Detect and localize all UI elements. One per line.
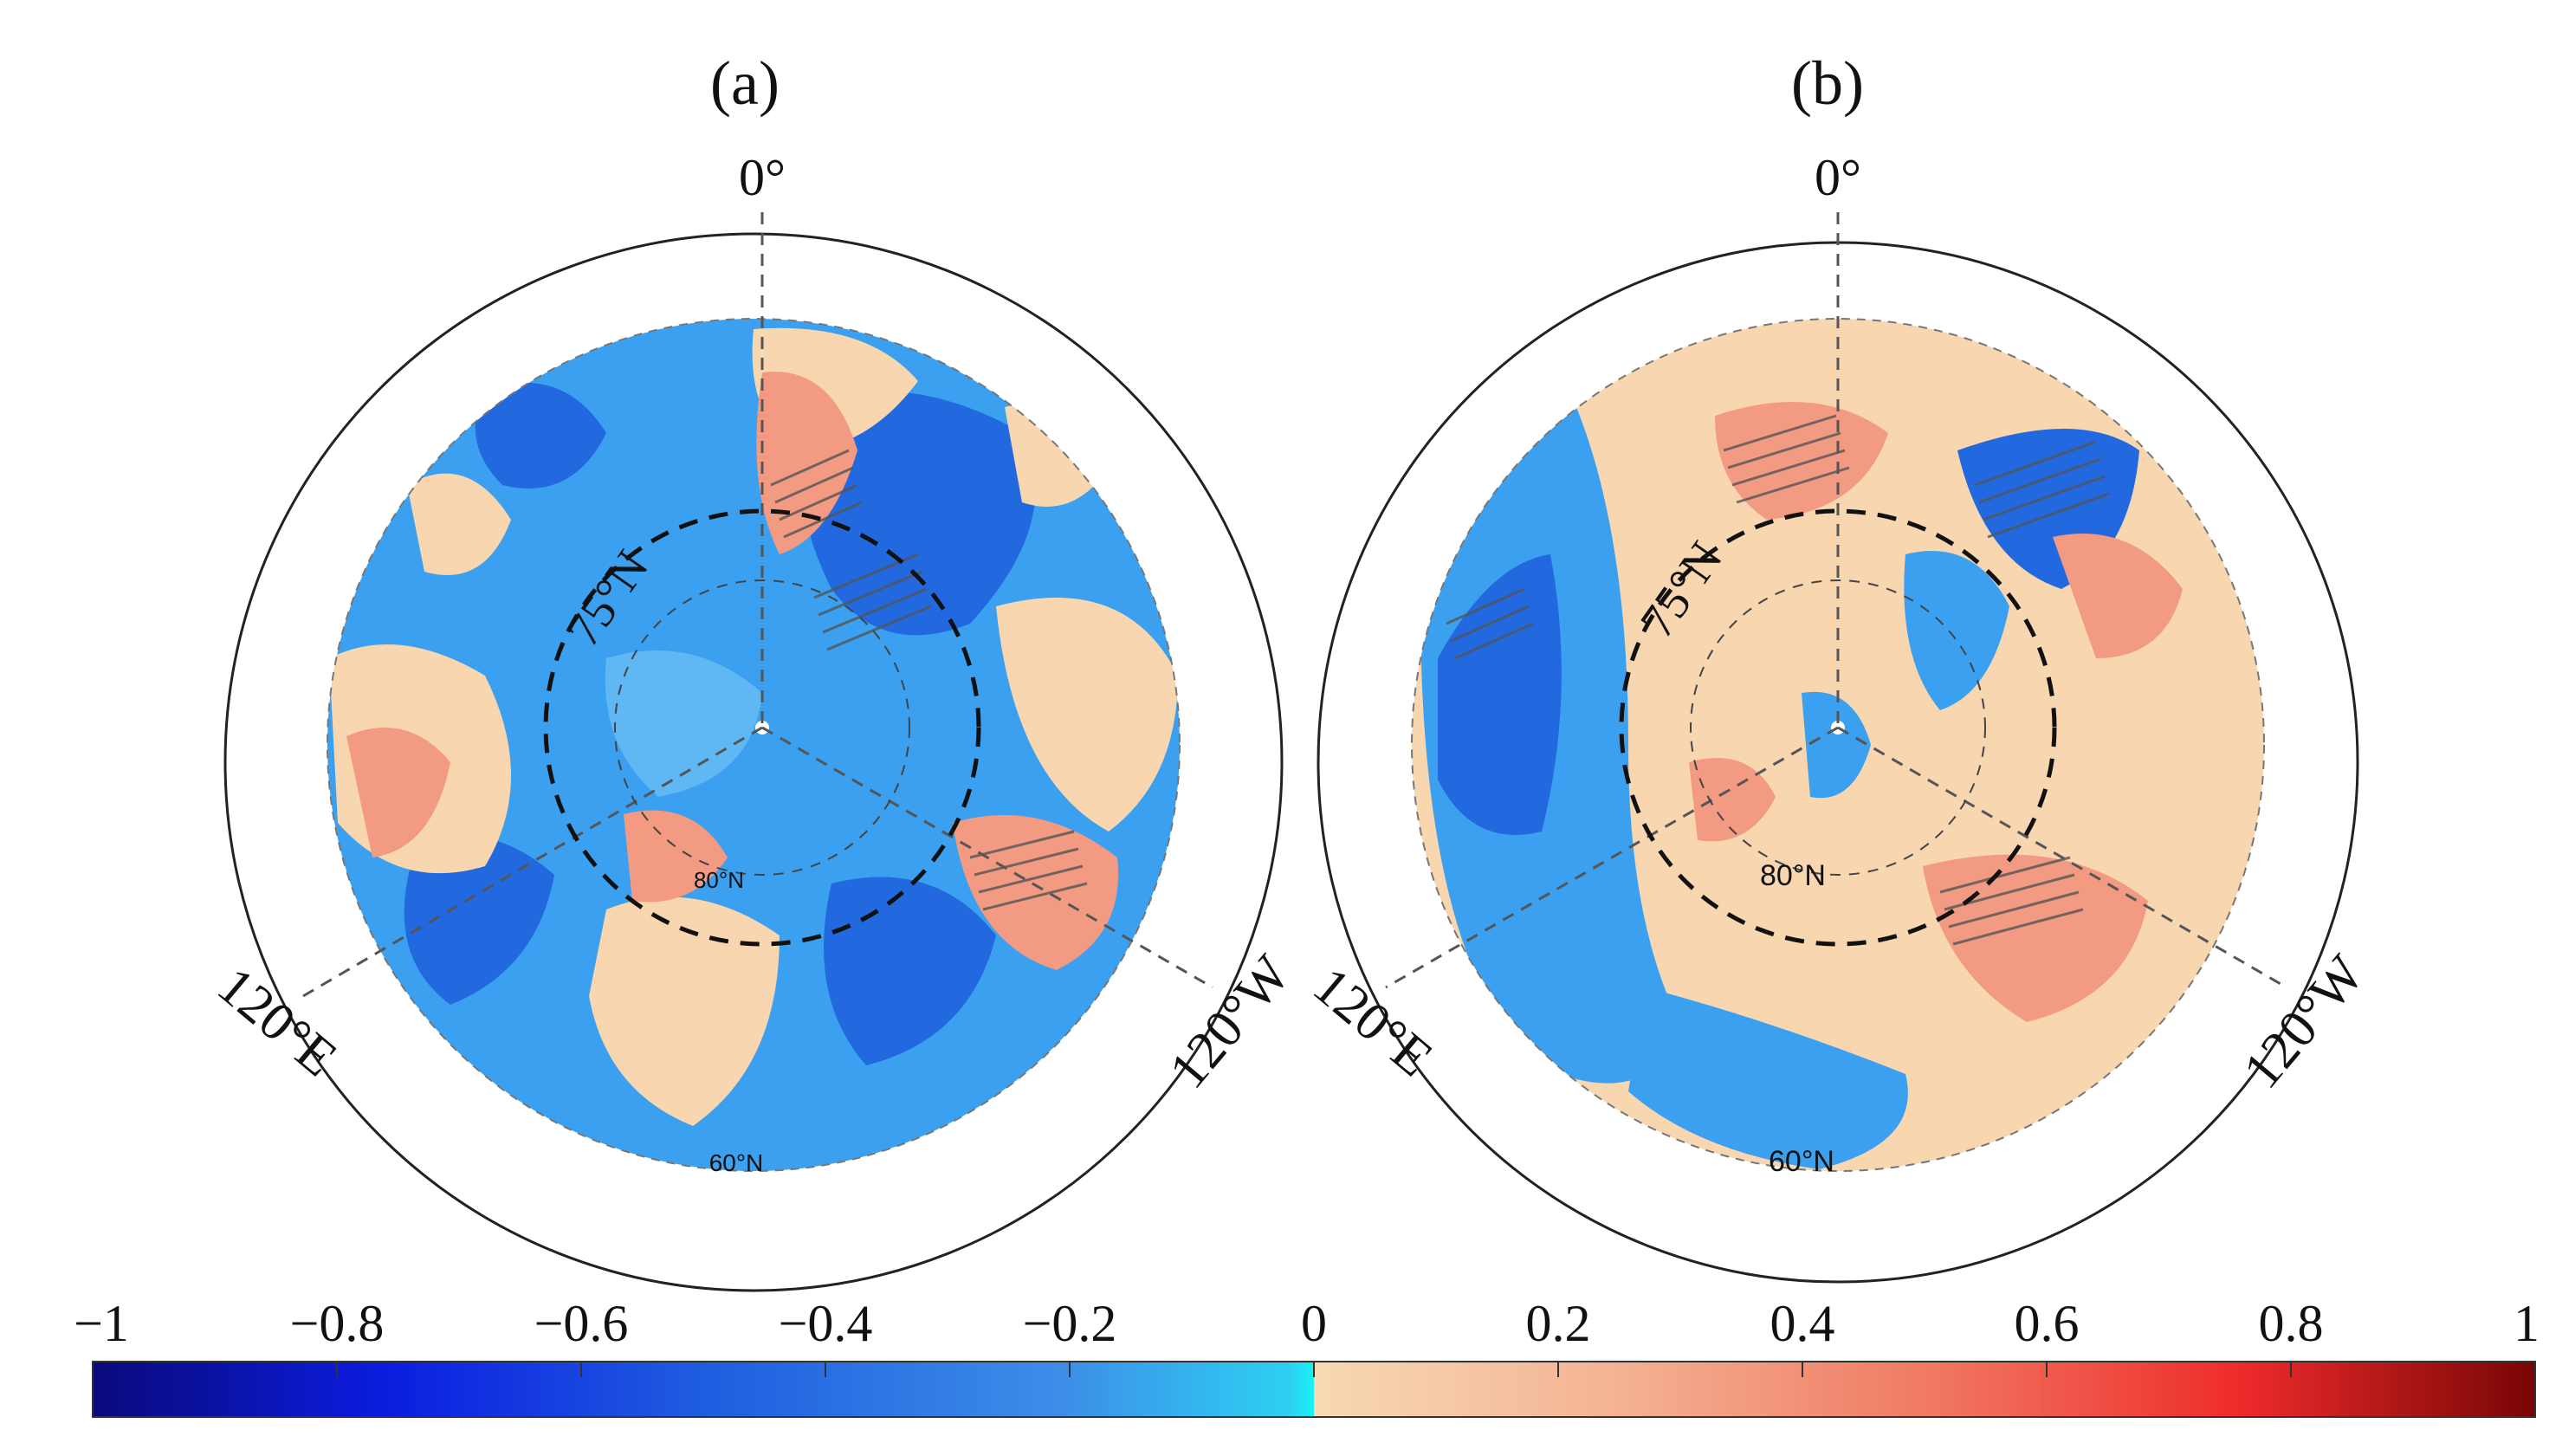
colorbar-tick-label: −1 <box>74 1295 129 1352</box>
colorbar-tick-label: 0 <box>1301 1295 1327 1352</box>
panel-b-meridian-0: 0° <box>1815 149 1861 206</box>
colorbar-tick-label: 0.4 <box>1770 1295 1835 1352</box>
colorbar: −1 −0.8 −0.6 −0.4 −0.2 0 0.2 0.4 0.6 0.8 1 <box>74 1295 2539 1418</box>
panel-a-lat-circle-75 <box>543 508 981 947</box>
panel-a-field-edge <box>327 318 1181 1172</box>
panel-a-meridian-120e: 120°E <box>207 956 348 1088</box>
panel-b-lat-circle-80 <box>1690 579 1986 876</box>
panel-b-lat-60-label: 60°N <box>1769 1145 1834 1178</box>
panel-b-lat-circle-75 <box>1619 508 2057 947</box>
colorbar-tick-label: −0.2 <box>1023 1295 1117 1352</box>
panel-b-label: (b) <box>1791 49 1864 118</box>
panel-a-outer-frame <box>223 232 1284 1292</box>
panel-a-lat-circle-80 <box>614 579 910 876</box>
colorbar-tick-label: 0.6 <box>2015 1295 2080 1352</box>
panel-a-meridian-line-120w <box>761 726 1213 989</box>
panel-b-meridian-120e: 120°E <box>1303 956 1444 1088</box>
panel-b-correlation-field <box>1412 319 2264 1171</box>
colorbar-tick-label: −0.6 <box>534 1295 629 1352</box>
colorbar-tick-label: 1 <box>2514 1295 2539 1352</box>
panel-b-meridian-line-120w <box>1837 726 2287 989</box>
colorbar-ticks: −1 −0.8 −0.6 −0.4 −0.2 0 0.2 0.4 0.6 0.8 1 <box>74 1295 2539 1377</box>
colorbar-tick-label: −0.4 <box>779 1295 873 1352</box>
panel-a-meridian-0: 0° <box>739 149 786 206</box>
panel-a-meridian-line-120e <box>302 726 763 998</box>
panel-a: (a) 0° <box>207 49 1302 1292</box>
colorbar-tick-label: 0.8 <box>2259 1295 2324 1352</box>
colorbar-tick-label: −0.8 <box>290 1295 385 1352</box>
panel-a-lat-80-label: 80°N <box>694 867 744 893</box>
panel-b-field-edge <box>1411 318 2265 1172</box>
panel-b-lat-80-label: 80°N <box>1760 859 1826 892</box>
panel-a-label: (a) <box>710 49 780 118</box>
colorbar-tick-label: 0.2 <box>1526 1295 1591 1352</box>
panel-a-correlation-field <box>327 319 1180 1171</box>
panel-b: (b) 0° <box>1303 49 2376 1284</box>
panel-a-lat-60-label: 60°N <box>709 1149 764 1176</box>
panel-b-meridian-line-120e <box>1385 726 1839 989</box>
